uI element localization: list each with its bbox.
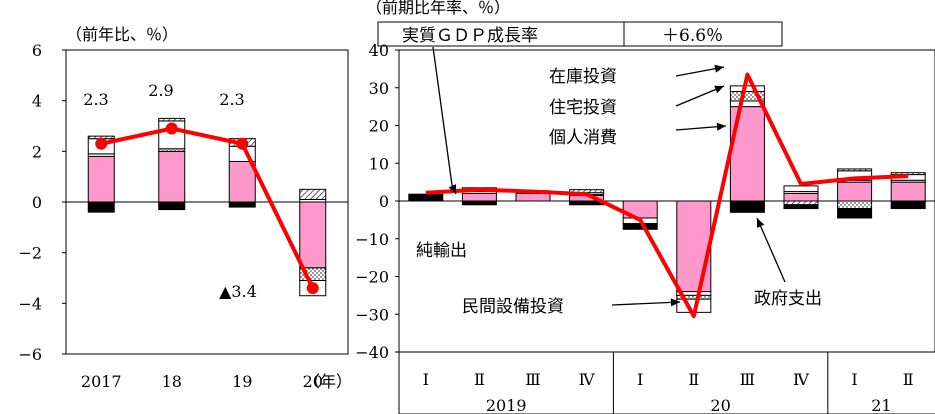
bar-segment: [622, 223, 658, 230]
gdp-growth-line: [100, 126, 315, 290]
bar-segment: [158, 117, 186, 122]
bar-segment: [87, 201, 115, 213]
year-label: 20: [710, 396, 730, 414]
quarter-label: Ⅱ: [474, 370, 485, 389]
y-tick-label: 0: [32, 193, 42, 212]
y-tick-label: 2: [32, 142, 42, 161]
year-label: 21: [871, 396, 891, 414]
bar-segment: [783, 185, 819, 193]
gdp-point: [95, 137, 108, 150]
bar-segment: [461, 192, 497, 202]
x-tick-label: 20: [303, 372, 323, 391]
bar-segment: [837, 168, 873, 172]
y-tick-label: 0: [379, 192, 389, 211]
annotation-arrowhead: [714, 64, 724, 73]
y-tick-label: −40: [355, 343, 389, 362]
left-x-unit-label: （年）: [304, 372, 352, 391]
bar-segment: [228, 201, 256, 208]
y-tick-label: −6: [18, 345, 42, 364]
bar-segment: [158, 150, 186, 203]
quarter-label: Ⅳ: [579, 370, 596, 389]
bar-segment: [837, 181, 873, 202]
bar-segment: [228, 160, 256, 203]
y-tick-label: −10: [355, 230, 389, 249]
bar-segment: [729, 200, 765, 213]
gdp-legend-value: ＋6.6％: [662, 26, 723, 46]
bar-segment: [837, 200, 873, 210]
quarter-label: Ⅱ: [903, 370, 914, 389]
bar-segment: [676, 200, 712, 293]
annotation-arrowhead: [756, 218, 765, 228]
x-tick-label: 19: [232, 372, 252, 391]
y-tick-label: 10: [369, 154, 389, 173]
gdp-point: [306, 282, 319, 295]
y-tick-label: −30: [355, 305, 389, 324]
x-tick-label: 2017: [81, 372, 122, 391]
bar-segment: [783, 204, 819, 210]
gdp-growth-line: [425, 72, 909, 319]
bar-segment: [890, 172, 926, 176]
quarter-label: Ⅳ: [793, 370, 810, 389]
quarter-label: Ⅰ: [851, 370, 857, 389]
gdp-point: [165, 122, 178, 135]
bar-segment: [729, 85, 765, 93]
quarter-label: Ⅲ: [525, 370, 540, 389]
quarter-label: Ⅰ: [637, 370, 643, 389]
quarter-label: Ⅱ: [688, 370, 699, 389]
annotation-label: 在庫投資: [549, 67, 617, 87]
gdp-point: [236, 137, 249, 150]
bar-segment: [783, 192, 819, 202]
quarter-label: Ⅰ: [423, 370, 429, 389]
bar-segment: [515, 192, 551, 202]
data-label: 2.3: [83, 90, 108, 109]
gdp-legend-leader: [432, 46, 453, 186]
y-tick-label: 6: [32, 41, 42, 60]
bar-segment: [299, 201, 327, 269]
y-tick-label: −2: [18, 244, 42, 263]
annotation-label: 個人消費: [549, 128, 617, 148]
annotation-arrowhead: [670, 298, 680, 307]
annotation-label: 政府支出: [754, 289, 822, 309]
bar-segment: [158, 201, 186, 211]
gdp-legend-label: 実質ＧＤＰ成長率: [402, 26, 538, 46]
y-tick-label: −4: [18, 294, 42, 313]
gdp-legend-label-box: [377, 21, 625, 47]
annotation-arrowhead: [714, 85, 724, 94]
y-tick-label: 30: [369, 79, 389, 98]
annotation-label: 純輸出: [416, 241, 467, 261]
quarterly-chart: （前期比年率、％） 実質ＧＤＰ成長率 ＋6.6％ 40 30 20 10 0 −10 −20…: [355, 0, 935, 414]
bar-segment: [890, 181, 926, 202]
annotation-label: 民間設備投資: [462, 297, 564, 317]
annotation-arrow: [611, 301, 681, 306]
bar-segment: [837, 208, 873, 219]
gdp-legend-value-box: [623, 21, 783, 47]
bar-segment: [299, 188, 327, 200]
y-tick-label: 4: [32, 92, 42, 111]
quarter-label: Ⅲ: [740, 370, 755, 389]
x-tick-label: 18: [162, 372, 182, 391]
bar-segment: [461, 200, 497, 206]
y-tick-label: 20: [369, 117, 389, 136]
data-label: ▲3.4: [219, 282, 257, 301]
right-unit-label: （前期比年率、％）: [366, 0, 510, 17]
bar-segment: [890, 200, 926, 210]
y-tick-label: −20: [355, 268, 389, 287]
year-label: 2019: [486, 396, 527, 414]
data-label: 2.9: [148, 81, 173, 100]
annotation-arrowhead: [716, 122, 726, 131]
data-label: 2.3: [219, 90, 244, 109]
bar-segment: [87, 155, 115, 203]
annotation-label: 住宅投資: [549, 98, 617, 118]
left-unit-label: （前年比、％）: [66, 25, 178, 44]
annotation-arrow: [756, 217, 786, 283]
bar-segment: [408, 193, 444, 202]
y-tick-label: 40: [369, 41, 389, 60]
bar-segment: [783, 200, 819, 206]
annotation-arrowhead: [448, 184, 456, 194]
